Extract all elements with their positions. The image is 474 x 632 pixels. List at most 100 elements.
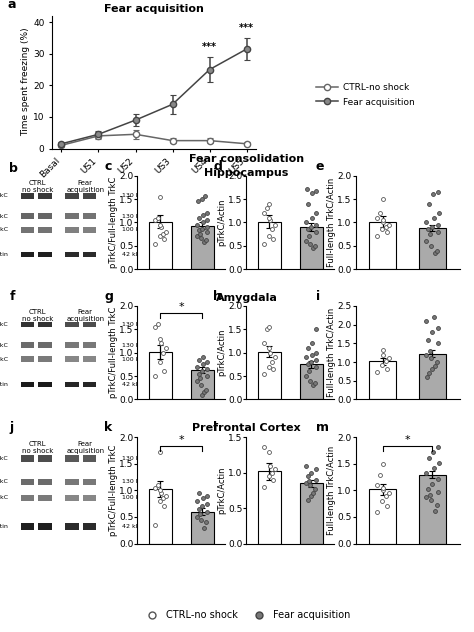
Text: Truncated TrkC: Truncated TrkC [0, 228, 9, 233]
Text: Prefrontal Cortex: Prefrontal Cortex [192, 423, 301, 434]
Bar [38, 227, 52, 233]
Y-axis label: pTrkC/Full-length TrkC: pTrkC/Full-length TrkC [109, 307, 118, 398]
Text: b: b [9, 162, 18, 175]
Text: Fear consolidation: Fear consolidation [189, 154, 304, 164]
Bar [258, 471, 281, 544]
Text: f: f [9, 290, 15, 303]
Bar [83, 382, 96, 387]
Bar [38, 343, 52, 348]
Bar [83, 227, 96, 233]
Text: j: j [9, 421, 14, 434]
Text: Hippocampus: Hippocampus [204, 167, 289, 178]
Bar [38, 356, 52, 362]
Bar [38, 382, 52, 387]
Bar [65, 382, 79, 387]
Bar [300, 227, 323, 269]
Bar [21, 456, 34, 462]
Bar [65, 356, 79, 362]
Bar [21, 495, 34, 501]
Text: *: * [179, 435, 184, 445]
Bar [21, 479, 34, 485]
Text: CTRL
no shock: CTRL no shock [22, 441, 53, 454]
Bar [419, 354, 446, 399]
Y-axis label: pTrkC/Full-length TrkC: pTrkC/Full-length TrkC [109, 445, 118, 536]
Text: 130 kDa: 130 kDa [122, 214, 148, 219]
Text: l: l [213, 421, 217, 434]
Bar [38, 193, 52, 198]
Y-axis label: pTrkC/Actin: pTrkC/Actin [218, 198, 227, 246]
Bar [191, 370, 214, 399]
Text: e: e [316, 160, 324, 173]
Bar [21, 193, 34, 198]
Bar [65, 214, 79, 219]
Bar [258, 222, 281, 269]
Bar [38, 214, 52, 219]
Bar [38, 495, 52, 501]
Bar [65, 193, 79, 198]
Bar [21, 252, 34, 257]
Text: pTrkC: pTrkC [0, 322, 9, 327]
Text: k: k [104, 421, 112, 434]
Bar [369, 489, 396, 544]
Text: 42 kDa: 42 kDa [122, 524, 145, 529]
Text: h: h [213, 290, 222, 303]
Bar [83, 523, 96, 530]
Text: *: * [405, 435, 410, 445]
Text: pTrkC: pTrkC [0, 193, 9, 198]
Bar [21, 523, 34, 530]
Bar [38, 523, 52, 530]
Text: 130 kDa: 130 kDa [122, 480, 148, 485]
Bar [83, 214, 96, 219]
Text: 42 kDa: 42 kDa [122, 382, 145, 387]
Bar [419, 475, 446, 544]
Text: 130 kDa: 130 kDa [122, 343, 148, 348]
Bar [65, 523, 79, 530]
Legend: CTRL-no shock, Fear acquisition: CTRL-no shock, Fear acquisition [139, 606, 354, 624]
Text: Full-length TrkC: Full-length TrkC [0, 214, 9, 219]
Bar [83, 456, 96, 462]
Text: Fear
acquisition: Fear acquisition [66, 180, 104, 193]
Title: Fear acquisition: Fear acquisition [104, 4, 204, 14]
Bar [83, 322, 96, 327]
Bar [83, 356, 96, 362]
Y-axis label: pTrkC/Full-length TrkC: pTrkC/Full-length TrkC [109, 177, 118, 268]
Bar [38, 322, 52, 327]
Text: Truncated TrkC: Truncated TrkC [0, 356, 9, 362]
Text: Actin: Actin [0, 252, 9, 257]
Text: 130 kDa: 130 kDa [122, 456, 148, 461]
Y-axis label: Full-length TrkC/Actin: Full-length TrkC/Actin [327, 308, 336, 398]
Bar [83, 193, 96, 198]
Text: i: i [316, 290, 320, 303]
Bar [65, 227, 79, 233]
Bar [149, 222, 172, 269]
Text: 100 kDa: 100 kDa [122, 495, 148, 501]
Bar [300, 364, 323, 399]
Text: c: c [104, 160, 111, 173]
Bar [258, 352, 281, 399]
Bar [38, 479, 52, 485]
Bar [83, 479, 96, 485]
Text: Fear
acquisition: Fear acquisition [66, 308, 104, 322]
Text: Actin: Actin [0, 382, 9, 387]
Text: d: d [213, 160, 222, 173]
Bar [83, 495, 96, 501]
Bar [369, 222, 396, 269]
Text: a: a [7, 0, 16, 11]
Text: m: m [316, 421, 329, 434]
Y-axis label: pTrkC/Actin: pTrkC/Actin [218, 329, 227, 377]
Text: pTrkC: pTrkC [0, 456, 9, 461]
Text: 100 kDa: 100 kDa [122, 228, 148, 233]
Bar [65, 495, 79, 501]
Text: 130 kDa: 130 kDa [122, 322, 148, 327]
Text: 42 kDa: 42 kDa [122, 252, 145, 257]
Bar [191, 512, 214, 544]
Legend: CTRL-no shock, Fear acquisition: CTRL-no shock, Fear acquisition [312, 80, 418, 110]
Text: Fear
acquisition: Fear acquisition [66, 441, 104, 454]
Y-axis label: pTrkC/Actin: pTrkC/Actin [218, 466, 227, 514]
Y-axis label: Time spent freezing (%): Time spent freezing (%) [21, 28, 30, 137]
Bar [149, 489, 172, 544]
Text: *: * [179, 303, 184, 312]
Bar [21, 214, 34, 219]
Text: Truncated TrkC: Truncated TrkC [0, 495, 9, 501]
Bar [21, 343, 34, 348]
